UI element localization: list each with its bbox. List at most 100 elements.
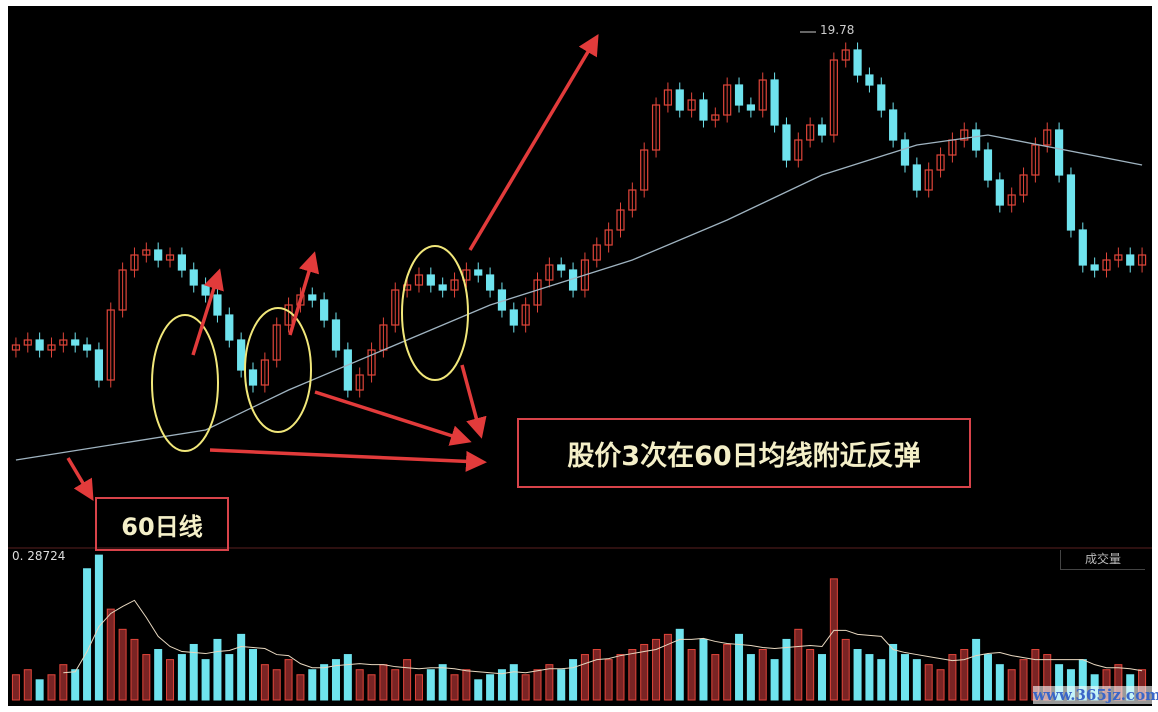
volume-bar xyxy=(995,664,1004,701)
candle-down xyxy=(877,84,886,111)
candle-down xyxy=(426,274,435,286)
volume-bar xyxy=(829,578,838,701)
candle-up xyxy=(130,254,139,271)
volume-bar xyxy=(497,669,506,701)
candle-down xyxy=(225,314,234,341)
volume-bar xyxy=(1007,669,1016,701)
volume-bar xyxy=(249,649,258,701)
volume-bar xyxy=(462,669,471,701)
volume-bar xyxy=(71,669,80,701)
volume-bar xyxy=(225,654,234,701)
candle-down xyxy=(35,339,44,351)
volume-bar xyxy=(948,654,957,701)
candle-down xyxy=(82,344,92,351)
rebound-annotation-box: 股价3次在60日均线附近反弹 xyxy=(517,418,971,488)
annotation-arrow xyxy=(314,390,472,446)
volume-bar xyxy=(877,659,886,701)
volume-bar xyxy=(687,649,696,701)
volume-bar xyxy=(106,608,115,701)
volume-bar xyxy=(853,649,862,701)
candle-up xyxy=(1102,259,1111,271)
candle-down xyxy=(509,309,518,326)
volume-bar xyxy=(509,664,518,701)
candle-down xyxy=(746,104,755,111)
candle-up xyxy=(592,244,601,261)
volume-bar xyxy=(806,649,815,701)
volume-bar xyxy=(154,649,163,701)
candle-up xyxy=(533,279,542,306)
candle-up xyxy=(450,279,459,291)
volume-bar xyxy=(675,628,684,701)
volume-bar xyxy=(177,654,186,701)
volume-bar xyxy=(414,674,423,701)
annotation-ellipse xyxy=(401,245,469,381)
candle-down xyxy=(853,49,862,76)
volume-bar xyxy=(616,654,625,701)
volume-bar xyxy=(189,643,198,701)
watermark: www.365jz.com xyxy=(1033,686,1158,704)
volume-bar xyxy=(320,664,329,701)
candle-up xyxy=(1137,254,1147,266)
candle-up xyxy=(355,374,364,391)
stock-chart xyxy=(8,31,1152,701)
candle-down xyxy=(1078,229,1087,266)
volume-max-label: 0. 28724 xyxy=(12,549,66,563)
candle-up xyxy=(521,304,530,326)
candle-up xyxy=(414,274,424,286)
volume-bar xyxy=(782,638,791,701)
volume-bar xyxy=(474,679,483,701)
volume-bar xyxy=(545,664,554,701)
volume-bar xyxy=(403,659,412,701)
candle-up xyxy=(841,49,850,61)
volume-bar xyxy=(47,674,56,701)
volume-bar xyxy=(331,659,340,701)
volume-bar xyxy=(379,664,388,701)
volume-bar xyxy=(23,669,32,701)
candle-down xyxy=(213,294,222,316)
volume-bar xyxy=(711,654,720,701)
volume-bar xyxy=(213,638,222,701)
candle-up xyxy=(1043,129,1052,146)
volume-bar xyxy=(296,674,305,701)
candle-up xyxy=(142,249,151,256)
annotation-arrow xyxy=(468,33,599,251)
candle-down xyxy=(972,129,981,151)
volume-bar xyxy=(355,669,364,701)
candle-down xyxy=(71,339,80,346)
volume-bar xyxy=(604,659,613,701)
candle-down xyxy=(734,84,744,106)
annotation-arrow xyxy=(209,448,487,472)
volume-bar xyxy=(166,659,175,701)
volume-bar xyxy=(580,654,589,701)
volume-bar xyxy=(912,659,921,701)
volume-bar xyxy=(272,669,281,701)
volume-bar xyxy=(83,568,92,701)
volume-bar xyxy=(367,674,376,701)
candle-up xyxy=(936,154,945,171)
volume-bar xyxy=(1019,659,1028,701)
candle-down xyxy=(675,89,684,111)
candle-down xyxy=(1066,174,1076,231)
volume-bar xyxy=(900,654,909,701)
candle-up xyxy=(794,139,803,161)
volume-panel-label: 成交量 xyxy=(1060,550,1145,570)
candle-up xyxy=(806,124,815,141)
volume-bar xyxy=(924,664,933,701)
volume-bar xyxy=(284,659,293,701)
candle-down xyxy=(331,319,341,351)
annotation-arrow xyxy=(288,251,320,336)
candle-up xyxy=(59,339,68,346)
candle-down xyxy=(177,254,186,271)
volume-bar xyxy=(735,633,744,701)
candle-up xyxy=(47,344,56,351)
candle-up xyxy=(391,289,400,326)
candle-down xyxy=(900,139,910,166)
volume-bar xyxy=(770,659,779,701)
candle-down xyxy=(201,284,210,296)
volume-bar xyxy=(592,649,601,701)
candle-down xyxy=(320,299,329,321)
volume-bar xyxy=(237,633,246,701)
volume-bar xyxy=(343,654,352,701)
volume-bar xyxy=(391,669,400,701)
volume-bar xyxy=(818,654,827,701)
